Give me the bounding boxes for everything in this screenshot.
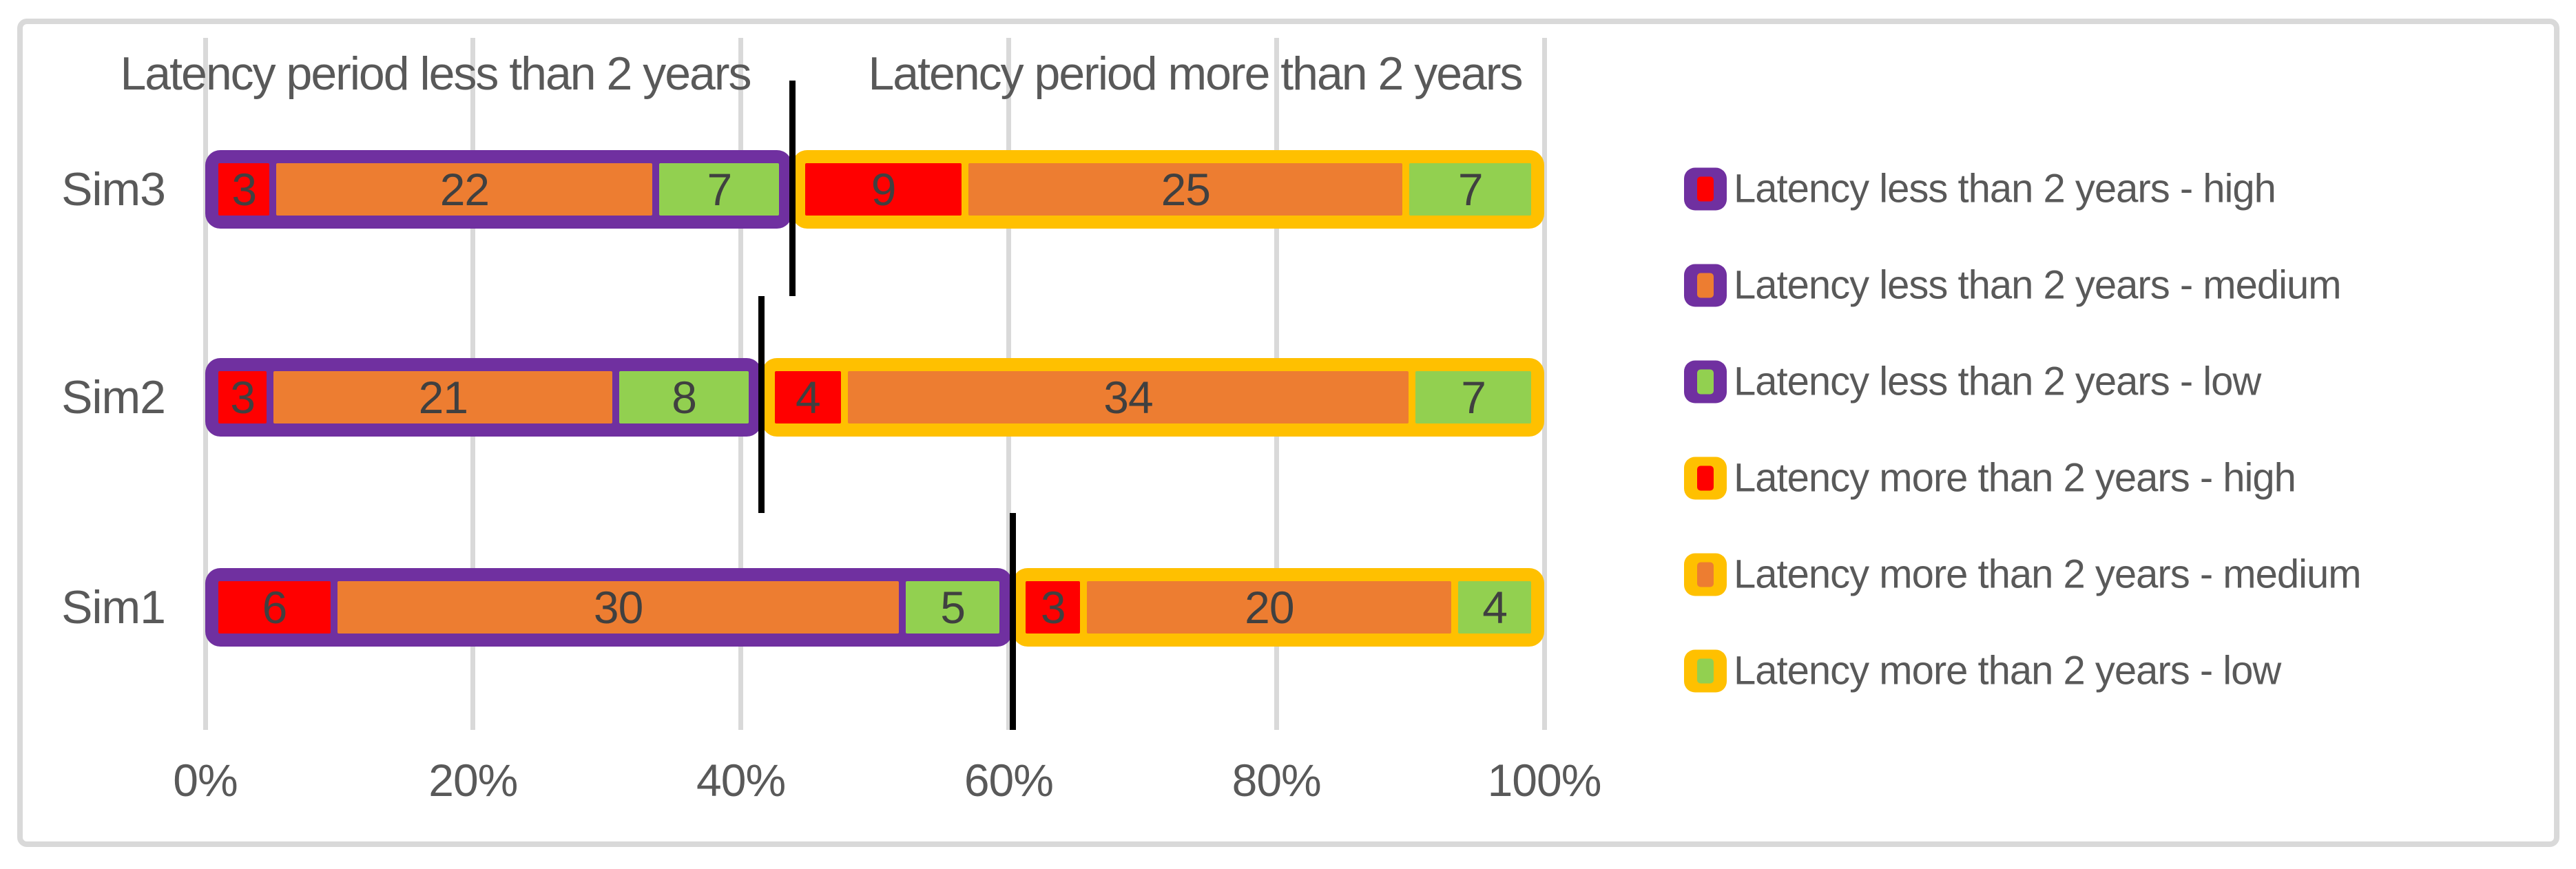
category-label: Sim3	[61, 163, 166, 216]
bar-segment-value: 7	[1461, 372, 1486, 423]
legend-label: Latency more than 2 years - medium	[1734, 552, 2362, 597]
x-axis-tick-label: 40%	[696, 755, 786, 806]
bar-segment: 6	[218, 581, 331, 634]
bar-segment-value: 9	[871, 164, 897, 215]
bar-segment-value: 22	[439, 164, 490, 215]
legend-label: Latency less than 2 years - medium	[1734, 262, 2342, 308]
bar-segment-value: 34	[1103, 372, 1153, 423]
category-label: Sim2	[61, 371, 166, 423]
bar-segment: 4	[774, 371, 841, 423]
legend-marker-inner-swatch	[1697, 273, 1714, 297]
chart-frame	[17, 19, 2559, 847]
bar-group-less-than-2y: 3 21 8	[205, 358, 762, 437]
bar-segment: 20	[1087, 581, 1452, 634]
legend-marker-inner-swatch	[1697, 658, 1714, 683]
bar-segment: 8	[619, 371, 749, 423]
bar-segment: 5	[906, 581, 1000, 634]
bar-segment-value: 30	[593, 582, 643, 633]
x-axis-tick-label: 20%	[428, 755, 518, 806]
legend-marker-icon	[1684, 553, 1727, 596]
bar-segment: 34	[847, 371, 1409, 423]
bar-group-less-than-2y: 6 30 5	[205, 568, 1013, 647]
x-axis-tick-label: 0%	[173, 755, 238, 806]
bar-segment: 7	[1409, 163, 1531, 216]
legend-item: Latency less than 2 years - high	[1684, 166, 2276, 212]
legend-marker-inner-swatch	[1697, 176, 1714, 201]
x-axis-tick-label: 80%	[1232, 755, 1322, 806]
bar-segment-value: 8	[672, 372, 697, 423]
legend-marker-icon	[1684, 360, 1727, 403]
group-divider-line	[789, 81, 796, 296]
bar-segment: 9	[805, 163, 962, 216]
legend-label: Latency more than 2 years - high	[1734, 455, 2296, 501]
bar-segment: 25	[968, 163, 1403, 216]
bar-segment: 21	[273, 371, 613, 423]
bar-segment-value: 20	[1245, 582, 1294, 633]
x-axis-tick-label: 100%	[1487, 755, 1602, 806]
bar-segment: 3	[218, 163, 270, 216]
bar-group-more-than-2y: 4 34 7	[761, 358, 1544, 437]
category-label: Sim1	[61, 581, 166, 634]
gridline	[1541, 38, 1547, 730]
chart-title-left: Latency period less than 2 years	[120, 48, 751, 100]
legend-marker-inner-swatch	[1697, 369, 1714, 394]
legend-label: Latency less than 2 years - low	[1734, 359, 2261, 404]
bar-segment-value: 3	[231, 164, 257, 215]
bar-segment-value: 4	[795, 372, 821, 423]
x-axis-tick-label: 60%	[964, 755, 1054, 806]
bar-segment: 4	[1458, 581, 1531, 634]
legend-marker-inner-swatch	[1697, 562, 1714, 587]
bar-segment-value: 3	[1040, 582, 1066, 633]
bar-segment-value: 5	[940, 582, 966, 633]
bar-segment: 3	[1026, 581, 1081, 634]
bar-segment-value: 7	[707, 164, 732, 215]
bar-segment: 30	[337, 581, 900, 634]
legend-marker-icon	[1684, 264, 1727, 306]
bar-segment-value: 4	[1482, 582, 1508, 633]
legend-marker-icon	[1684, 649, 1727, 692]
legend-label: Latency less than 2 years - high	[1734, 166, 2276, 211]
legend-marker-inner-swatch	[1697, 465, 1714, 490]
bar-segment-value: 7	[1457, 164, 1484, 215]
bar-segment: 7	[1415, 371, 1531, 423]
bar-segment-value: 21	[418, 372, 468, 423]
chart-title-right: Latency period more than 2 years	[868, 48, 1523, 100]
bar-group-more-than-2y: 3 20 4	[1012, 568, 1544, 647]
legend-item: Latency less than 2 years - medium	[1684, 262, 2342, 308]
bar-group-less-than-2y: 3 22 7	[205, 150, 793, 229]
bar-segment: 3	[218, 371, 267, 423]
legend-label: Latency more than 2 years - low	[1734, 648, 2281, 693]
legend-marker-icon	[1684, 457, 1727, 499]
legend-marker-icon	[1684, 167, 1727, 210]
legend-item: Latency more than 2 years - low	[1684, 648, 2281, 694]
bar-segment: 22	[276, 163, 653, 216]
bar-segment-value: 25	[1161, 164, 1211, 215]
bar-segment-value: 6	[262, 582, 288, 633]
bar-group-more-than-2y: 9 25 7	[792, 150, 1544, 229]
group-divider-line	[758, 296, 765, 513]
group-divider-line	[1009, 513, 1016, 730]
bar-segment-value: 3	[230, 372, 256, 423]
bar-segment: 7	[659, 163, 780, 216]
legend-item: Latency more than 2 years - medium	[1684, 552, 2362, 598]
legend-item: Latency less than 2 years - low	[1684, 359, 2261, 405]
legend-item: Latency more than 2 years - high	[1684, 455, 2296, 501]
